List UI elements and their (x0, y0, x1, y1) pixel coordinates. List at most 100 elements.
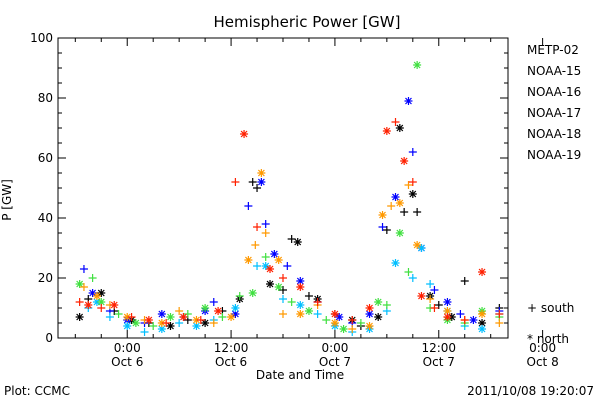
data-point-south (356, 319, 365, 327)
data-point-north (374, 313, 383, 321)
data-point-south (253, 262, 262, 270)
data-point-north (144, 316, 153, 324)
x-tick-date-label: Oct 6 (111, 355, 143, 369)
data-point-south (404, 268, 413, 276)
data-point-north (244, 256, 253, 264)
data-point-north (404, 97, 413, 105)
data-point-south (140, 328, 149, 336)
data-point-south (495, 310, 504, 318)
footer-plot-credit: Plot: CCMC (4, 384, 70, 398)
data-point-south (391, 118, 400, 126)
data-point-south (426, 280, 435, 288)
data-point-north (417, 292, 426, 300)
data-point-south (261, 220, 270, 228)
legend-north-marker-note: * north (527, 332, 569, 346)
data-point-north (214, 307, 223, 315)
data-point-south (105, 313, 114, 321)
series-noaa-15 (79, 97, 504, 327)
data-point-north (97, 298, 106, 306)
data-point-south (287, 298, 296, 306)
x-tick-date-label: Oct 7 (423, 355, 455, 369)
data-point-south (313, 310, 322, 318)
data-point-north (248, 289, 257, 297)
x-tick-time-label: 12:00 (421, 341, 456, 355)
data-point-south (88, 274, 97, 282)
data-point-north (110, 301, 119, 309)
data-point-north (296, 310, 305, 318)
data-point-south (251, 241, 260, 249)
data-point-north (261, 262, 270, 270)
data-point-south (408, 178, 417, 186)
data-point-south (235, 292, 244, 300)
data-point-south (253, 223, 262, 231)
data-point-north (374, 298, 383, 306)
data-point-south (97, 304, 106, 312)
x-tick-date-label: Oct 7 (319, 355, 351, 369)
data-point-north (413, 61, 422, 69)
data-point-south (127, 313, 136, 321)
data-point-south (162, 319, 171, 327)
data-point-north (201, 319, 210, 327)
data-point-south (304, 292, 313, 300)
data-point-south (460, 316, 469, 324)
series-noaa-18 (79, 169, 504, 333)
data-point-north (92, 292, 101, 300)
data-point-south (460, 277, 469, 285)
x-axis-label: Date and Time (256, 368, 344, 382)
data-point-north (296, 277, 305, 285)
data-point-north (123, 313, 132, 321)
data-point-north (395, 229, 404, 237)
y-axis-label: P [GW] (0, 179, 14, 221)
data-point-north (192, 316, 201, 324)
data-point-north (413, 241, 422, 249)
data-point-north (443, 307, 452, 315)
chart-title: Hemispheric Power [GW] (214, 13, 401, 31)
data-point-north (75, 280, 84, 288)
legend-item-noaa-17: NOAA-17 (527, 106, 581, 120)
data-point-north (231, 304, 240, 312)
data-point-north (88, 289, 97, 297)
data-point-north (417, 244, 426, 252)
data-point-north (378, 211, 387, 219)
data-point-north (257, 178, 266, 186)
data-point-north (257, 169, 266, 177)
data-point-south (218, 313, 227, 321)
data-point-north (408, 190, 417, 198)
data-point-north (240, 130, 249, 138)
data-point-south (149, 322, 158, 330)
data-point-south (413, 208, 422, 216)
data-point-south (261, 229, 270, 237)
y-tick-label: 100 (30, 31, 53, 45)
data-point-south (287, 235, 296, 243)
y-tick-label: 0 (45, 331, 53, 345)
data-point-north (400, 157, 409, 165)
data-point-north (365, 304, 374, 312)
data-point-north (266, 280, 275, 288)
data-point-north (131, 319, 140, 327)
x-tick-date-label: Oct 6 (215, 355, 247, 369)
data-point-south (279, 295, 287, 303)
data-point-north (330, 310, 339, 318)
data-point-north (335, 313, 344, 321)
x-tick-time-label: 12:00 (214, 341, 249, 355)
legend-item-noaa-18: NOAA-18 (527, 127, 581, 141)
data-point-north (478, 310, 487, 318)
series-noaa-17 (75, 61, 504, 333)
data-point-north (365, 310, 374, 318)
data-point-south (244, 202, 253, 210)
data-point-south (313, 298, 322, 306)
data-point-south (279, 274, 287, 282)
data-point-north (179, 313, 188, 321)
legend: METP-02 NOAA-15 NOAA-16 NOAA-17 NOAA-18 NOAA-… (527, 43, 581, 162)
x-tick-time-label: 0:00 (114, 341, 141, 355)
series-noaa-19 (75, 118, 504, 327)
data-point-south (434, 301, 443, 309)
data-point-south (382, 301, 391, 309)
data-point-south (430, 286, 439, 294)
data-point-south (196, 316, 205, 324)
data-point-south (495, 319, 504, 327)
x-tick-time-label: 0:00 (321, 341, 348, 355)
data-point-south (79, 283, 88, 291)
data-point-north (274, 283, 283, 291)
